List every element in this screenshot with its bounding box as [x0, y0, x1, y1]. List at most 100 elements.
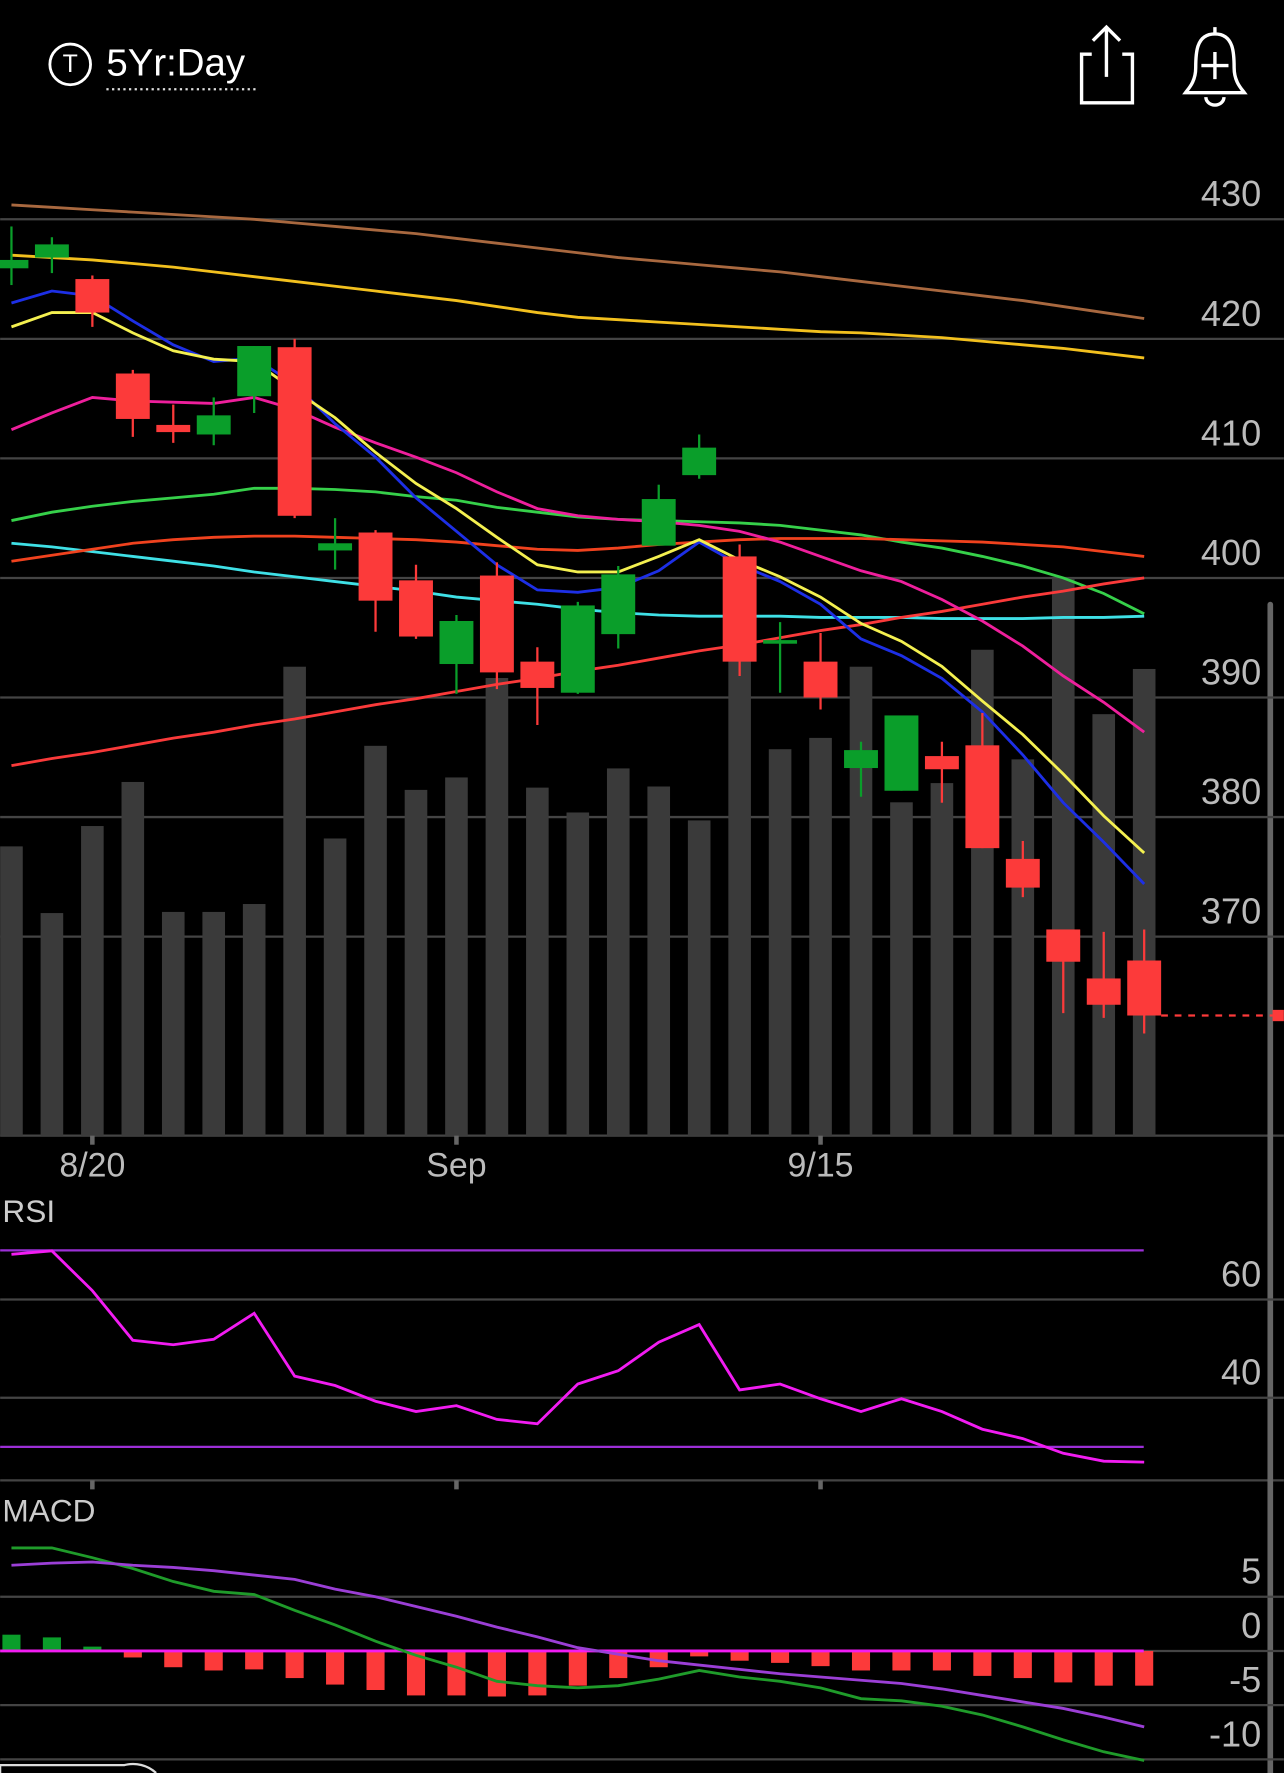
volume-bar — [606, 768, 630, 1136]
y-tick-label: 390 — [1201, 651, 1261, 692]
line — [11, 1546, 1145, 1762]
volume-bar — [404, 789, 428, 1136]
histogram-bar — [204, 1650, 223, 1671]
histogram-bar — [245, 1650, 264, 1670]
candle-body — [924, 756, 959, 770]
candle-body — [1005, 858, 1040, 888]
y-tick-label: 410 — [1201, 412, 1261, 453]
line — [11, 203, 1145, 320]
histogram-bar — [1054, 1650, 1073, 1683]
histogram-bar — [932, 1650, 951, 1671]
y-tick-label: 0 — [1241, 1605, 1261, 1646]
volume-bar — [40, 913, 64, 1136]
candle-body — [75, 279, 110, 313]
histogram-bar — [366, 1650, 385, 1690]
volume-bar — [445, 777, 468, 1136]
histogram-bar — [83, 1646, 102, 1651]
candle-body — [196, 415, 231, 435]
candle-body — [479, 575, 514, 673]
candle-body — [682, 447, 717, 476]
share-arrow — [1091, 24, 1122, 77]
histogram-bar — [973, 1650, 992, 1676]
histogram-bar — [649, 1650, 668, 1668]
histogram-bar — [811, 1650, 830, 1667]
volume-bar — [1092, 714, 1116, 1136]
candle-body — [439, 620, 474, 665]
histogram-bar — [487, 1650, 506, 1697]
histogram-bar — [851, 1650, 871, 1671]
histogram-bar — [690, 1650, 709, 1657]
ticker-icon-letter: T — [63, 50, 78, 78]
candle-body — [399, 580, 433, 637]
histogram-bar — [42, 1637, 61, 1651]
candle-body — [1127, 960, 1162, 1016]
volume-bar — [566, 812, 590, 1136]
x-tick-label: Sep — [426, 1146, 486, 1184]
histogram-bar — [406, 1650, 426, 1696]
volume-bar — [121, 781, 145, 1136]
candle-body — [641, 499, 676, 546]
y-tick-label: 380 — [1201, 771, 1261, 812]
line — [10, 395, 1146, 734]
period-selector[interactable]: 5Yr:Day — [106, 42, 246, 85]
histogram-bar — [609, 1650, 628, 1679]
histogram-bar — [447, 1650, 466, 1696]
histogram-bar — [326, 1650, 345, 1685]
histogram-bar — [1013, 1650, 1032, 1679]
bell-body — [1182, 32, 1248, 95]
histogram-bar — [528, 1650, 547, 1696]
candle-body — [763, 640, 798, 644]
bottom-tab[interactable] — [0, 1762, 157, 1773]
volume-bar — [849, 666, 873, 1136]
histogram-bar — [568, 1650, 587, 1686]
candle-body — [318, 543, 353, 551]
candle-body — [277, 347, 312, 516]
y-tick-label: 420 — [1201, 293, 1261, 334]
candle-body — [115, 373, 150, 419]
line — [10, 311, 1146, 854]
candle-body — [237, 346, 272, 397]
histogram-bar — [123, 1650, 142, 1658]
y-tick-label: -5 — [1229, 1659, 1261, 1700]
volume-bar — [890, 802, 913, 1136]
volume-bar — [647, 786, 671, 1136]
histogram-bar — [1094, 1650, 1113, 1686]
volume-bar — [242, 904, 266, 1136]
panel-title: RSI — [2, 1193, 55, 1229]
volume-bar — [364, 745, 387, 1136]
y-tick-label: 60 — [1221, 1253, 1261, 1294]
volume-bar — [687, 820, 711, 1136]
candle-body — [722, 556, 757, 662]
candle-body — [560, 605, 595, 693]
volume-bar — [809, 737, 832, 1136]
line — [11, 253, 1145, 360]
volume-bar — [283, 666, 306, 1136]
y-tick-label: 430 — [1201, 173, 1261, 214]
last-price-marker — [1272, 1009, 1284, 1022]
volume-bar — [81, 826, 104, 1136]
alert-button[interactable] — [1182, 27, 1248, 107]
histogram-bar — [164, 1650, 183, 1668]
panel-title: MACD — [2, 1492, 95, 1528]
histogram-bar — [2, 1634, 21, 1651]
volume-bar — [161, 911, 185, 1136]
candle-body — [1086, 978, 1121, 1005]
volume-bar — [1051, 578, 1075, 1136]
volume-bar — [526, 787, 549, 1136]
candle-body — [803, 661, 838, 698]
ticker-icon[interactable] — [48, 42, 92, 87]
line — [11, 534, 1145, 563]
share-button[interactable] — [1079, 24, 1135, 105]
candle-body — [0, 259, 29, 269]
volume-bar — [728, 632, 751, 1136]
candle-body — [1046, 929, 1081, 962]
candle-body — [844, 750, 878, 769]
y-tick-label: 370 — [1201, 891, 1261, 932]
histogram-bar — [730, 1650, 749, 1661]
candle-body — [520, 661, 555, 688]
y-tick-label: 400 — [1201, 532, 1261, 573]
histogram-bar — [892, 1650, 911, 1671]
candle-body — [884, 715, 919, 791]
